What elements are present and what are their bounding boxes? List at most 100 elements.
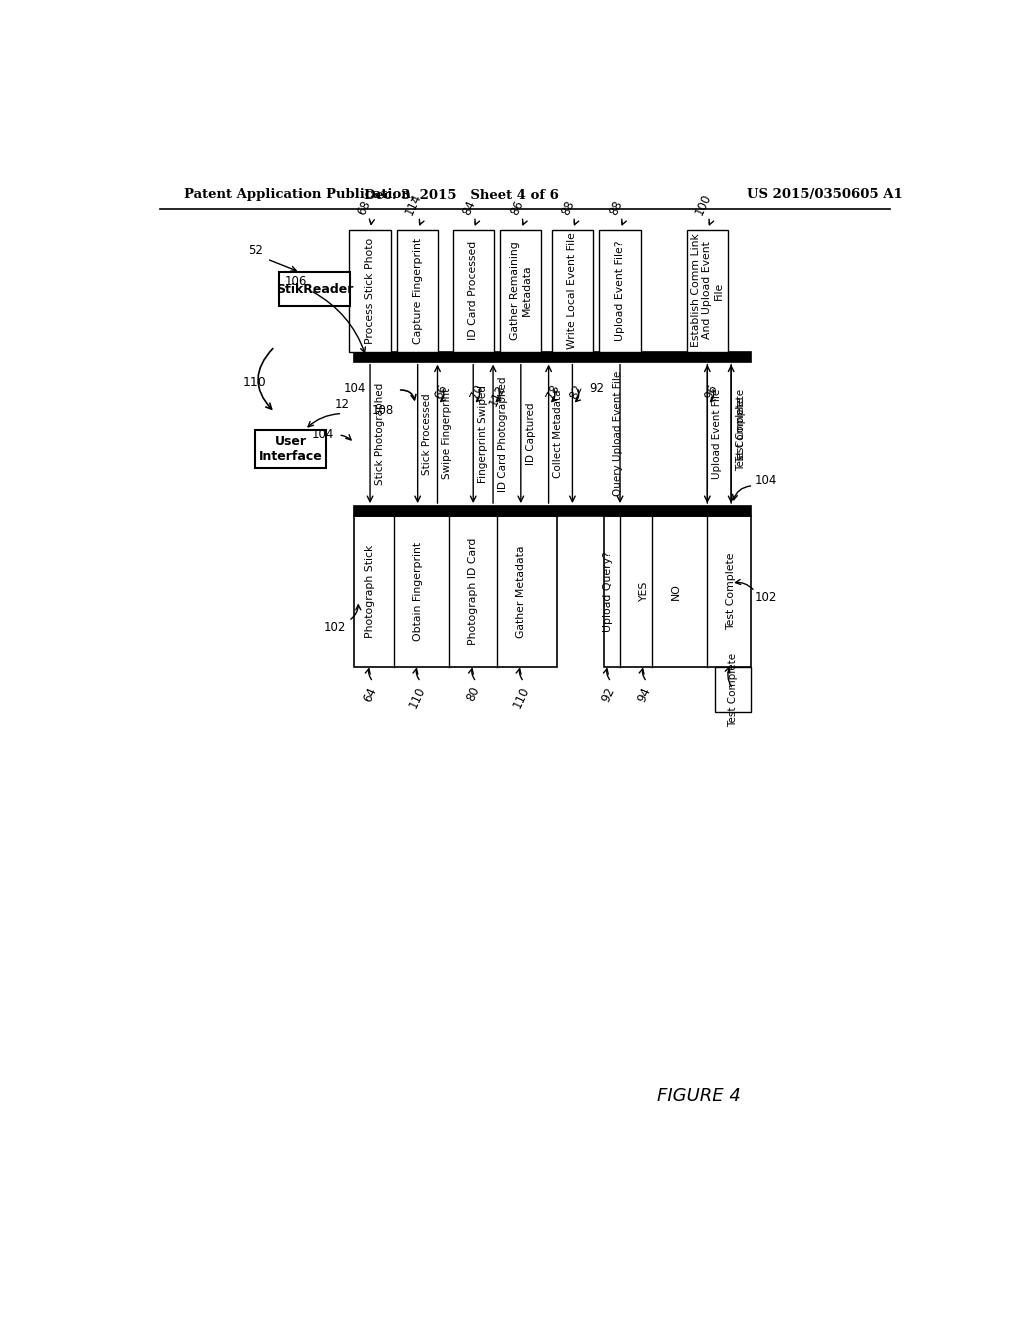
Text: Test Complete: Test Complete [736,388,745,463]
FancyArrowPatch shape [709,219,714,224]
FancyArrowPatch shape [269,260,296,271]
Text: 84: 84 [460,198,478,218]
Text: Process Stick Photo: Process Stick Photo [365,238,375,343]
Text: 82: 82 [567,381,586,401]
Text: Obtain Fingerprint: Obtain Fingerprint [413,541,423,642]
FancyArrowPatch shape [575,389,581,401]
FancyBboxPatch shape [255,430,327,469]
Text: 100: 100 [693,191,714,218]
FancyArrowPatch shape [522,219,527,224]
Text: Photograph Stick: Photograph Stick [365,545,375,638]
Text: Capture Fingerprint: Capture Fingerprint [413,238,423,343]
Text: ID Card Processed: ID Card Processed [468,242,478,341]
FancyArrowPatch shape [552,389,557,401]
Text: 92: 92 [589,381,604,395]
Text: 64: 64 [361,685,379,704]
FancyBboxPatch shape [349,230,391,351]
FancyArrowPatch shape [603,669,609,680]
FancyArrowPatch shape [413,669,419,680]
FancyArrowPatch shape [308,413,340,426]
Text: Gather Remaining
Metadata: Gather Remaining Metadata [510,242,531,341]
FancyArrowPatch shape [497,389,501,401]
Text: 110: 110 [408,685,428,710]
FancyArrowPatch shape [711,389,716,401]
Text: Query Upload Event File: Query Upload Event File [613,371,623,496]
Text: Write Local Event File: Write Local Event File [567,232,578,348]
FancyBboxPatch shape [599,230,641,351]
Text: 102: 102 [324,620,346,634]
Text: Fingerprint Swiped: Fingerprint Swiped [478,385,488,483]
Text: 110: 110 [243,375,267,388]
Text: Test Complete: Test Complete [728,652,738,726]
Text: 110: 110 [510,685,531,710]
FancyArrowPatch shape [639,669,645,680]
FancyArrowPatch shape [516,669,522,680]
Text: Establish Comm Link
And Upload Event
File: Establish Comm Link And Upload Event Fil… [691,234,724,347]
Text: Upload Event File?: Upload Event File? [615,240,625,341]
FancyArrowPatch shape [469,669,475,680]
Text: 104: 104 [312,429,334,441]
Text: Swipe Fingerprint: Swipe Fingerprint [442,388,453,479]
Text: 114: 114 [403,191,424,218]
Text: 80: 80 [464,685,482,704]
Text: Stick Processed: Stick Processed [423,393,432,475]
FancyArrowPatch shape [420,219,424,224]
FancyBboxPatch shape [354,516,557,667]
Text: User
Interface: User Interface [259,436,323,463]
FancyBboxPatch shape [715,667,751,713]
Text: 70: 70 [468,381,486,401]
Text: 112: 112 [486,381,508,408]
Text: ID Card Photographed: ID Card Photographed [498,376,508,491]
Text: US 2015/0350605 A1: US 2015/0350605 A1 [748,189,903,202]
Text: 104: 104 [755,474,777,487]
Text: 104: 104 [344,381,367,395]
Text: Stick Photographed: Stick Photographed [375,383,385,484]
Text: YES: YES [639,581,649,602]
Text: Dec. 3, 2015   Sheet 4 of 6: Dec. 3, 2015 Sheet 4 of 6 [364,189,559,202]
FancyBboxPatch shape [397,230,438,351]
Text: Patent Application Publication: Patent Application Publication [183,189,411,202]
FancyBboxPatch shape [552,230,593,351]
Text: 78: 78 [544,381,561,401]
FancyArrowPatch shape [351,605,360,619]
FancyArrowPatch shape [725,668,731,686]
FancyArrowPatch shape [732,486,751,500]
Text: Upload Query?: Upload Query? [603,550,613,632]
FancyArrowPatch shape [440,389,445,401]
FancyArrowPatch shape [366,669,372,680]
FancyBboxPatch shape [279,272,350,306]
FancyArrowPatch shape [370,219,375,224]
Text: 94: 94 [635,685,653,704]
FancyArrowPatch shape [313,292,366,352]
Text: Gather Metadata: Gather Metadata [516,545,526,638]
FancyArrowPatch shape [735,579,753,589]
Text: 88: 88 [607,198,625,218]
Text: 106: 106 [285,276,306,289]
FancyBboxPatch shape [354,506,751,516]
Text: 104: 104 [721,686,741,713]
Text: 52: 52 [248,244,263,257]
Text: 92: 92 [599,685,617,704]
FancyBboxPatch shape [500,230,542,351]
FancyBboxPatch shape [354,351,751,362]
FancyArrowPatch shape [574,219,579,224]
Text: 96: 96 [702,381,720,401]
Text: Upload Event File: Upload Event File [712,388,722,479]
Text: 66: 66 [432,381,451,401]
Text: StikReader: StikReader [275,282,353,296]
Text: Photograph ID Card: Photograph ID Card [468,537,478,645]
Text: 86: 86 [508,198,526,218]
FancyArrowPatch shape [400,389,416,400]
Text: Test Complete: Test Complete [736,397,745,471]
Text: 102: 102 [755,591,777,605]
FancyBboxPatch shape [453,230,494,351]
Text: Test Complete: Test Complete [726,553,736,630]
Text: NO: NO [671,583,681,599]
Text: 108: 108 [372,404,394,417]
Text: 12: 12 [334,399,349,412]
Text: 88: 88 [559,198,578,218]
FancyBboxPatch shape [687,230,728,351]
FancyArrowPatch shape [476,389,481,401]
FancyArrowPatch shape [258,348,272,409]
FancyArrowPatch shape [622,219,627,224]
